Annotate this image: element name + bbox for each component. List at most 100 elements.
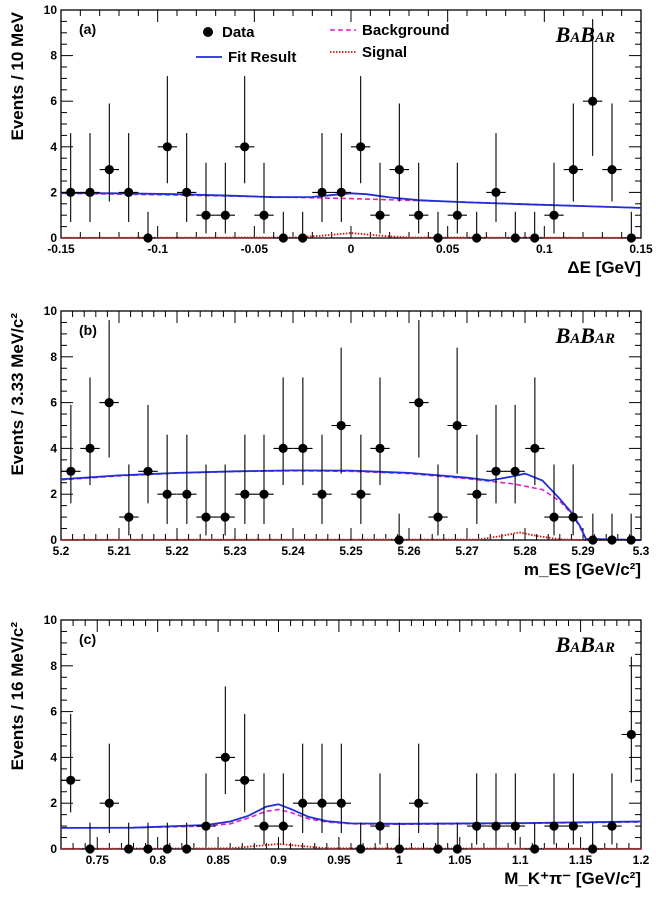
data-point <box>196 773 216 845</box>
data-point <box>196 464 216 536</box>
data-point <box>273 377 293 486</box>
data-marker <box>317 798 327 808</box>
data-point <box>61 713 81 813</box>
x-axis-label: M_K⁺π⁻ [GeV/c²] <box>504 869 641 888</box>
data-point <box>602 103 622 202</box>
data-marker <box>66 187 76 197</box>
y-tick-label: 6 <box>50 705 57 719</box>
x-tick-label: 0.9 <box>270 853 287 867</box>
data-point <box>370 773 390 845</box>
data-marker <box>626 233 636 243</box>
legend-item: Background <box>330 22 450 39</box>
x-tick-label: 5.26 <box>397 544 421 558</box>
data-marker <box>143 466 153 476</box>
data-point <box>254 162 274 234</box>
data-point <box>80 377 100 486</box>
data-point <box>99 320 119 458</box>
data-marker <box>588 844 598 854</box>
y-tick-label: 0 <box>50 842 57 856</box>
data-point <box>80 822 100 854</box>
data-marker <box>375 210 385 220</box>
data-point <box>312 133 332 223</box>
data-marker <box>317 489 327 499</box>
data-point <box>119 822 139 854</box>
data-point <box>138 404 158 504</box>
panel-label: (b) <box>79 322 97 338</box>
data-marker <box>510 233 520 243</box>
data-marker <box>220 512 230 522</box>
x-tick-label: 0.15 <box>629 242 653 256</box>
data-point <box>273 773 293 845</box>
data-marker <box>568 512 578 522</box>
x-tick-label: 0.95 <box>327 853 351 867</box>
x-tick-label: 0.85 <box>206 853 230 867</box>
x-tick-label: 1 <box>396 853 403 867</box>
data-marker <box>394 535 404 545</box>
data-point <box>428 822 448 854</box>
data-point <box>61 404 81 504</box>
data-marker <box>607 165 617 175</box>
data-point <box>602 513 622 545</box>
data-point <box>157 76 177 184</box>
data-point <box>389 513 409 545</box>
data-point <box>196 162 216 234</box>
data-point <box>138 822 158 854</box>
data-point <box>235 76 255 184</box>
legend-label: Fit Result <box>228 49 296 66</box>
data-marker <box>452 844 462 854</box>
x-tick-label: 5.23 <box>223 544 247 558</box>
babar-logo: BABAR <box>555 22 615 47</box>
x-tick-label: 5.27 <box>455 544 479 558</box>
data-point <box>331 743 351 833</box>
x-tick-label: 5.3 <box>633 544 650 558</box>
data-point <box>215 686 235 795</box>
legend-item: Signal <box>330 44 407 61</box>
data-marker <box>549 210 559 220</box>
data-point <box>525 211 545 243</box>
signal-curve <box>60 531 641 541</box>
data-marker <box>143 233 153 243</box>
data-marker <box>607 821 617 831</box>
data-marker <box>201 512 211 522</box>
data-point <box>428 464 448 536</box>
data-point <box>351 822 371 854</box>
legend-item: Fit Result <box>196 49 296 66</box>
x-tick-label: 0 <box>348 242 355 256</box>
y-tick-label: 8 <box>50 659 57 673</box>
data-marker <box>375 821 385 831</box>
data-point <box>467 211 487 243</box>
data-marker <box>356 142 366 152</box>
data-point <box>505 211 525 243</box>
data-point <box>525 822 545 854</box>
data-point <box>525 377 545 486</box>
data-marker <box>588 96 598 106</box>
x-tick-label: -0.1 <box>147 242 168 256</box>
data-point <box>583 822 603 854</box>
data-marker <box>336 798 346 808</box>
data-marker <box>510 821 520 831</box>
data-marker <box>491 466 501 476</box>
logo-letter: B <box>555 22 571 47</box>
data-marker <box>240 142 250 152</box>
data-marker <box>259 821 269 831</box>
x-tick-label: 0.75 <box>86 853 110 867</box>
data-marker <box>201 821 211 831</box>
data-marker <box>356 844 366 854</box>
data-point <box>351 76 371 184</box>
data-marker <box>530 844 540 854</box>
y-tick-label: 2 <box>50 796 57 810</box>
data-point <box>157 434 177 524</box>
data-marker <box>375 443 385 453</box>
data-point <box>486 133 506 223</box>
data-marker <box>104 398 114 408</box>
data-point <box>80 133 100 223</box>
x-tick-label: 5.2 <box>53 544 70 558</box>
data-marker <box>452 210 462 220</box>
x-tick-label: 0.05 <box>436 242 460 256</box>
data-marker <box>491 821 501 831</box>
data-marker <box>414 398 424 408</box>
x-tick-label: 0.8 <box>149 853 166 867</box>
data-point <box>273 211 293 243</box>
data-point <box>505 773 525 845</box>
data-point <box>467 434 487 524</box>
